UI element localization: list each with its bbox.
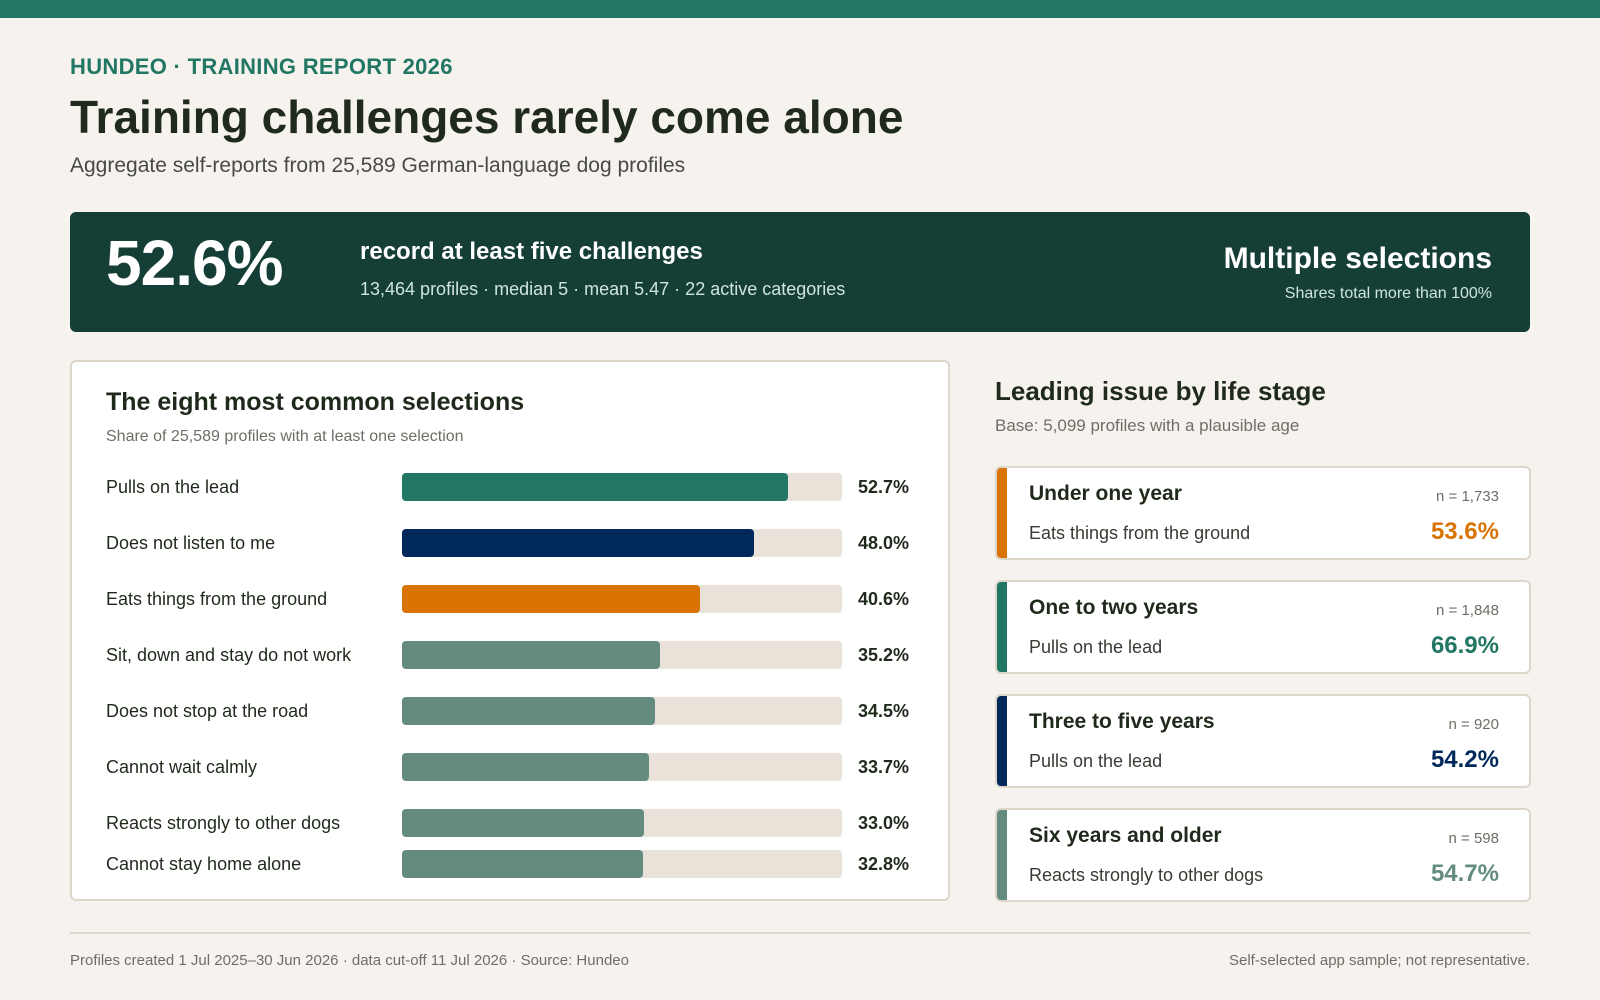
bar-row: Does not listen to me 48.0% (106, 528, 926, 558)
bar-row: Cannot stay home alone 32.8% (106, 849, 926, 879)
stage-leading-issue: Pulls on the lead (1029, 751, 1163, 771)
bar-track (402, 850, 842, 878)
bar-category-label: Sit, down and stay do not work (106, 645, 352, 665)
stage-accent-bar (997, 696, 1007, 786)
life-stage-card: Three to five years n = 920 Pulls on the l… (995, 694, 1531, 788)
bar (402, 473, 789, 501)
footer-source: Profiles created 1 Jul 2025–30 Jun 2026 … (70, 952, 629, 969)
summary-banner: 52.6% record at least five challenges 13… (70, 212, 1530, 332)
bar-category-label: Eats things from the ground (106, 589, 328, 609)
chart-subtitle: Share of 25,589 profiles with at least o… (106, 428, 464, 445)
bar (402, 641, 661, 669)
bar-track (402, 753, 842, 781)
bar-track (402, 809, 842, 837)
stage-sample-size: n = 1,733 (1436, 488, 1499, 505)
stage-sample-size: n = 1,848 (1436, 602, 1499, 619)
report-eyebrow: HUNDEO · TRAINING REPORT 2026 (70, 54, 453, 79)
bar-row: Pulls on the lead 52.7% (106, 472, 926, 502)
bar-track (402, 473, 842, 501)
stage-sample-size: n = 920 (1448, 716, 1499, 733)
bar-category-label: Reacts strongly to other dogs (106, 813, 341, 833)
bar-row: Reacts strongly to other dogs 33.0% (106, 808, 926, 838)
top-selections-panel: The eight most common selections Share o… (70, 360, 950, 901)
stage-accent-bar (997, 468, 1007, 558)
bar (402, 529, 754, 557)
bar-track (402, 697, 842, 725)
bar-category-label: Pulls on the lead (106, 477, 240, 497)
bar-track (402, 585, 842, 613)
life-stage-title: Leading issue by life stage (995, 376, 1326, 406)
life-stage-card: Six years and older n = 598 Reacts strongl… (995, 808, 1531, 902)
bar-row: Eats things from the ground 40.6% (106, 584, 926, 614)
bar-category-label: Cannot stay home alone (106, 854, 302, 874)
footer-divider (70, 932, 1530, 934)
bar-value-label: 34.5% (858, 701, 910, 721)
bar-value-label: 52.7% (858, 477, 910, 497)
bar-row: Sit, down and stay do not work 35.2% (106, 640, 926, 670)
footer-disclaimer: Self-selected app sample; not representa… (1228, 952, 1530, 969)
chart-title: The eight most common selections (106, 388, 525, 416)
stage-share-value: 54.7% (1430, 860, 1499, 887)
life-stage-card: One to two years n = 1,848 Pulls on the le… (995, 580, 1531, 674)
kpi-label: record at least five challenges (360, 238, 703, 265)
bar-value-label: 48.0% (858, 533, 910, 553)
multiple-selections-title: Multiple selections (1223, 242, 1492, 275)
stage-name: One to two years (1029, 596, 1199, 619)
bar-category-label: Cannot wait calmly (106, 757, 258, 777)
stage-accent-bar (997, 582, 1007, 672)
stage-name: Six years and older (1029, 824, 1222, 847)
bar-value-label: 32.8% (858, 854, 910, 874)
bar-row: Cannot wait calmly 33.7% (106, 752, 926, 782)
bar-category-label: Does not listen to me (106, 533, 276, 553)
bar-track (402, 529, 842, 557)
bar-value-label: 40.6% (858, 589, 910, 609)
life-stage-card: Under one year n = 1,733 Eats things from … (995, 466, 1531, 560)
stage-sample-size: n = 598 (1448, 830, 1499, 847)
stage-accent-bar (997, 810, 1007, 900)
bar (402, 753, 650, 781)
stage-name: Three to five years (1029, 710, 1215, 733)
bar (402, 697, 655, 725)
page-subtitle: Aggregate self-reports from 25,589 Germa… (70, 154, 686, 177)
bar (402, 850, 643, 878)
kpi-value: 52.6% (106, 227, 283, 299)
stage-name: Under one year (1029, 482, 1182, 505)
multiple-selections-note: Shares total more than 100% (1284, 285, 1492, 302)
bar-value-label: 35.2% (858, 645, 910, 665)
bar-category-label: Does not stop at the road (106, 701, 309, 721)
bar (402, 809, 644, 837)
stage-leading-issue: Eats things from the ground (1029, 523, 1251, 543)
bar (402, 585, 700, 613)
stage-share-value: 54.2% (1430, 746, 1499, 773)
bar-row: Does not stop at the road 34.5% (106, 696, 926, 726)
stage-leading-issue: Reacts strongly to other dogs (1029, 865, 1264, 885)
bar-value-label: 33.7% (858, 757, 910, 777)
stage-share-value: 53.6% (1430, 518, 1499, 545)
top-accent-strip (0, 0, 1600, 18)
life-stage-subtitle: Base: 5,099 profiles with a plausible ag… (995, 416, 1300, 435)
bar-value-label: 33.0% (858, 813, 910, 833)
stage-share-value: 66.9% (1430, 632, 1499, 659)
bar-track (402, 641, 842, 669)
stage-leading-issue: Pulls on the lead (1029, 637, 1163, 657)
page-title: Training challenges rarely come alone (70, 91, 904, 143)
kpi-detail: 13,464 profiles · median 5 · mean 5.47 ·… (360, 279, 846, 299)
